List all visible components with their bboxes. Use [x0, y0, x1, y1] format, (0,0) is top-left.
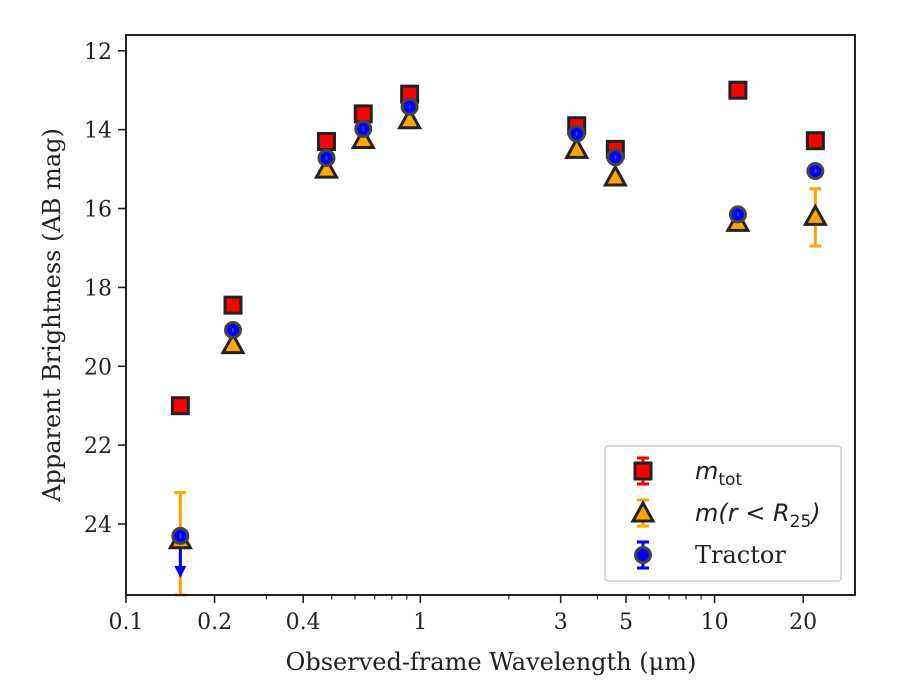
data-point-square: [805, 131, 825, 151]
y-tick-label: 24: [84, 513, 112, 538]
x-tick-label: 0.1: [109, 610, 144, 635]
x-tick-label: 10: [701, 610, 729, 635]
y-tick-label: 12: [84, 40, 112, 65]
plot-area: [167, 80, 828, 597]
upper-limit-arrowhead: [174, 565, 187, 578]
data-point-square: [728, 80, 748, 100]
data-point-triangle: [397, 106, 423, 130]
legend-marker-circle: [634, 546, 652, 564]
plot-frame: [125, 34, 856, 596]
data-point-square: [353, 104, 373, 124]
data-point-triangle: [602, 163, 628, 187]
y-axis-title: Apparent Brightness (AB mag): [38, 128, 66, 503]
axes: 0.1 0.2 0.4 1 3 5 10 20 12 14 16 18 20 22 24: [84, 34, 856, 635]
y-tick-label: 16: [84, 198, 112, 223]
x-tick-label: 0.4: [286, 610, 321, 635]
data-point-triangle: [564, 136, 590, 159]
legend-label: mtot: [695, 457, 742, 490]
x-tick-label: 3: [554, 610, 568, 635]
x-tick-label: 20: [789, 610, 817, 635]
x-tick-label: 0.2: [197, 610, 232, 635]
legend-label: m(r < R25): [695, 499, 821, 532]
legend-marker-square: [633, 461, 653, 481]
legend-marker-triangle: [630, 499, 656, 523]
y-tick-label: 14: [84, 119, 112, 144]
y-tick-label: 20: [84, 355, 112, 380]
data-point-square: [170, 396, 190, 416]
data-point-square: [316, 131, 336, 151]
data-point-triangle: [313, 155, 340, 179]
x-tick-label: 5: [619, 610, 633, 635]
y-tick-label: 18: [84, 276, 112, 301]
x-tick-label: 1: [413, 610, 427, 635]
data-point-triangle: [220, 331, 246, 355]
data-point-triangle: [802, 203, 828, 226]
x-axis-title: Observed-frame Wavelength (μm): [286, 648, 697, 676]
data-point-triangle: [350, 126, 376, 150]
data-point-square: [223, 295, 243, 315]
legend-label: Tractor: [695, 541, 786, 569]
legend-box: [604, 445, 842, 582]
y-tick-label: 22: [84, 434, 112, 459]
legend: mtot m(r < R25) Tractor: [604, 445, 842, 582]
